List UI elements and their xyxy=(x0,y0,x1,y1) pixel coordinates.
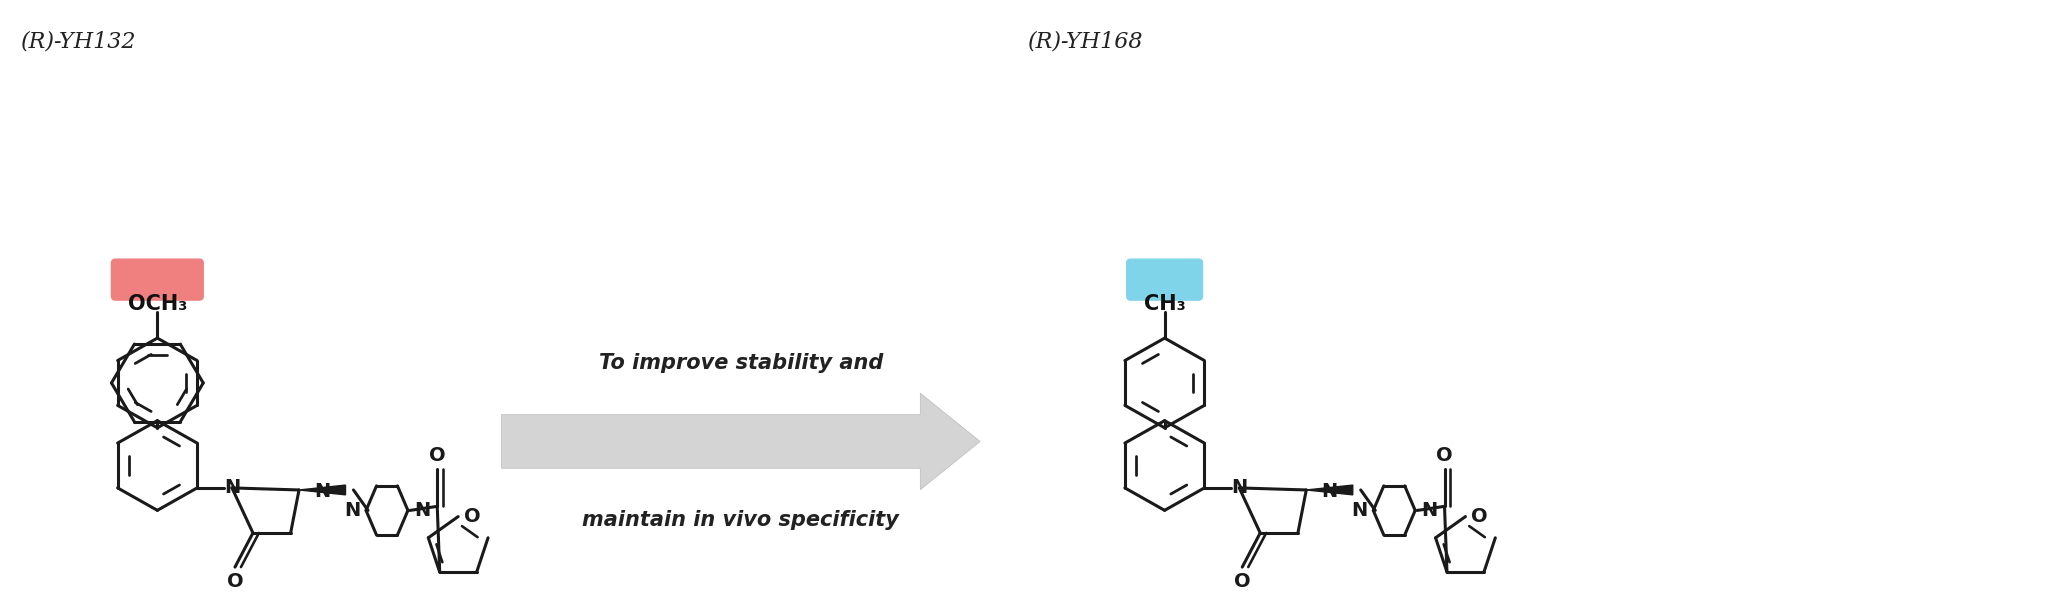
Text: O: O xyxy=(226,572,243,591)
Text: N: N xyxy=(224,478,241,497)
FancyBboxPatch shape xyxy=(1127,259,1203,300)
Text: O: O xyxy=(1437,446,1454,465)
Text: N: N xyxy=(1232,478,1248,497)
Text: O: O xyxy=(465,507,481,526)
Text: O: O xyxy=(430,446,446,465)
Text: O: O xyxy=(1472,507,1489,526)
FancyArrow shape xyxy=(502,393,981,489)
FancyBboxPatch shape xyxy=(111,259,204,300)
Text: OCH₃: OCH₃ xyxy=(127,294,187,314)
Text: CH₃: CH₃ xyxy=(1143,294,1186,314)
Text: (R)-YH132: (R)-YH132 xyxy=(21,30,136,52)
Text: N: N xyxy=(1322,482,1338,501)
Text: To improve stability and: To improve stability and xyxy=(598,353,882,373)
Text: (R)-YH168: (R)-YH168 xyxy=(1028,30,1143,52)
Text: N: N xyxy=(315,482,331,501)
Text: N: N xyxy=(343,501,360,520)
Text: N: N xyxy=(1421,501,1437,520)
Text: maintain in vivo specificity: maintain in vivo specificity xyxy=(582,510,898,530)
Text: N: N xyxy=(1351,501,1367,520)
Polygon shape xyxy=(298,485,345,495)
Text: O: O xyxy=(1234,572,1250,591)
Text: N: N xyxy=(413,501,430,520)
Polygon shape xyxy=(1306,485,1353,495)
